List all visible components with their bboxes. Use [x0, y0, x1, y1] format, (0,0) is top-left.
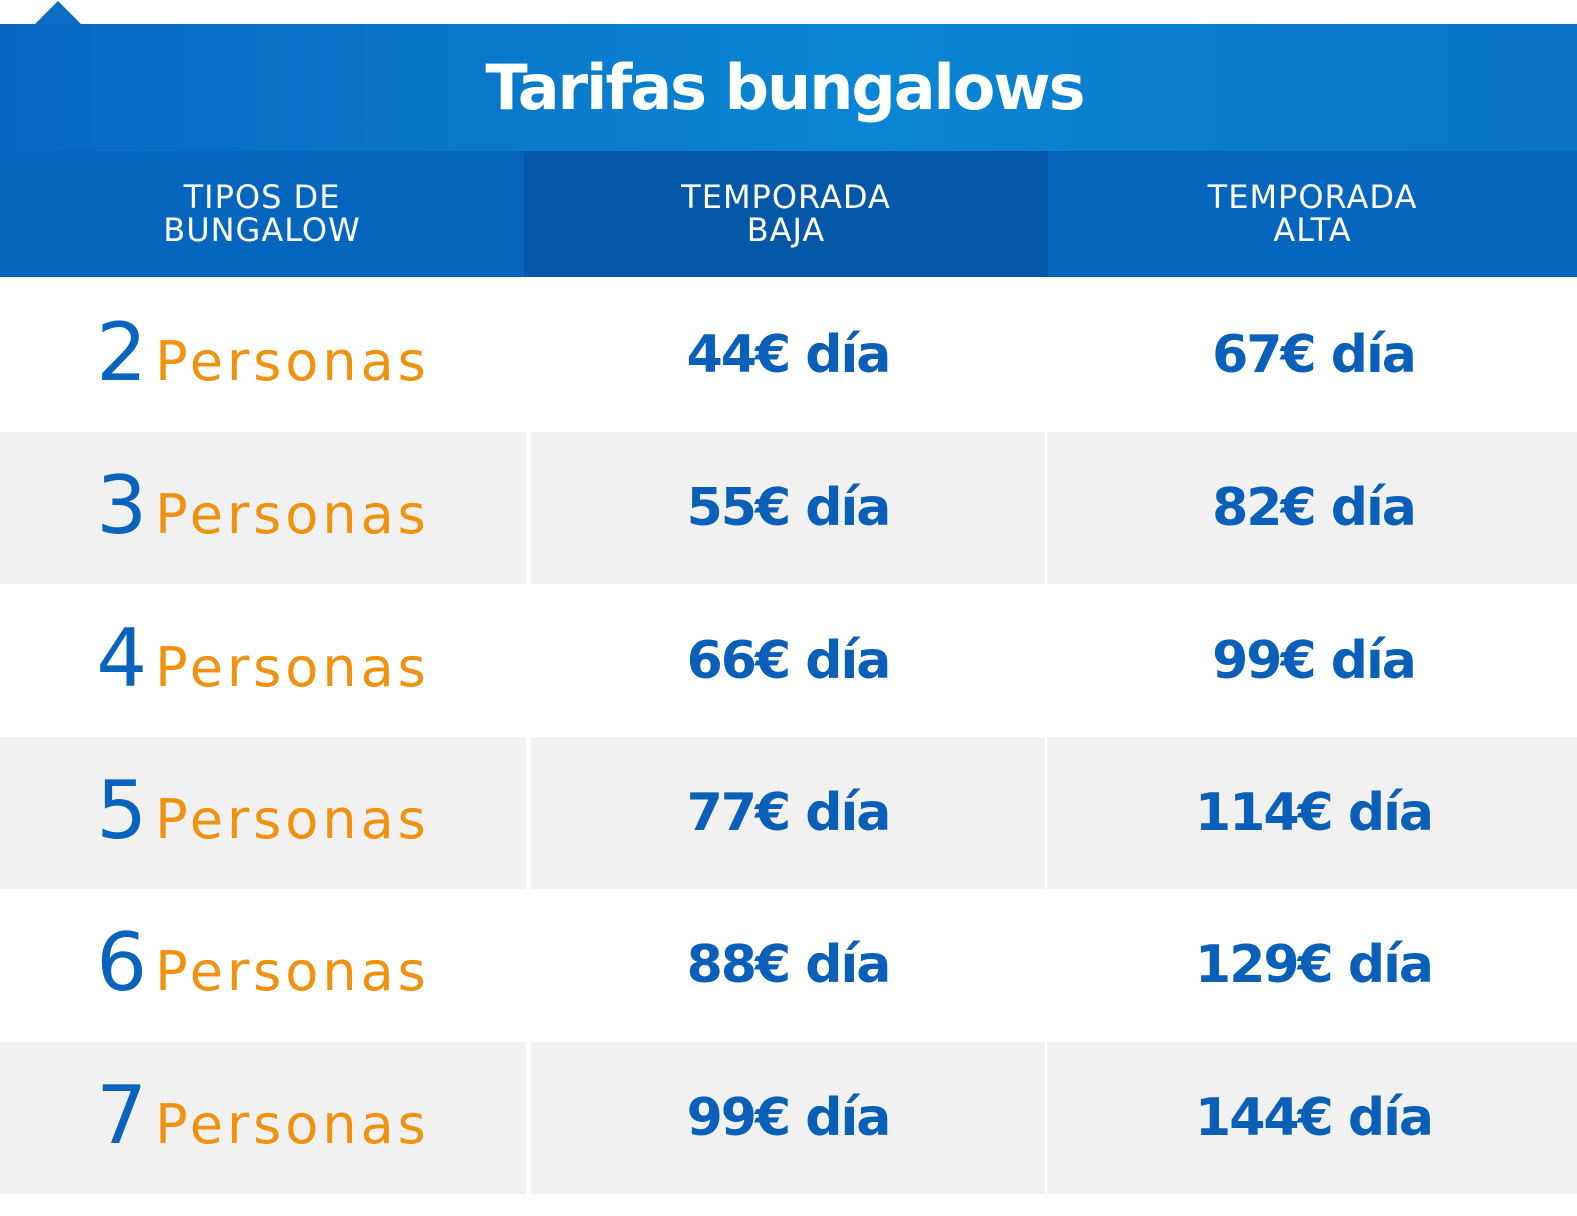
price-high-season: 99€ día: [1212, 631, 1417, 691]
persons-label: Personas: [155, 940, 430, 1003]
row-bg: [531, 585, 1045, 737]
bungalow-type: 2 Personas: [0, 279, 526, 431]
row-bg: [531, 1042, 1045, 1194]
tab-pointer: [34, 1, 82, 25]
persons-count: 2: [96, 306, 148, 399]
row-bg: [1047, 737, 1577, 889]
persons-label: Personas: [155, 788, 430, 851]
row-bg: [531, 432, 1045, 584]
table-row: 4 Personas 66€ día 99€ día: [0, 585, 1577, 737]
row-bg: [0, 1042, 526, 1194]
header-low-season-line1: TEMPORADA: [681, 178, 891, 216]
row-bg: [1047, 279, 1577, 431]
bungalow-type: 5 Personas: [0, 737, 526, 889]
table-header: TIPOS DE BUNGALOW TEMPORADA BAJA TEMPORA…: [0, 151, 1577, 277]
row-bg: [0, 585, 526, 737]
price-low-season: 55€ día: [686, 478, 892, 538]
row-bg: [1047, 889, 1577, 1041]
price-high-season: 114€ día: [1195, 783, 1434, 843]
table-row: 2 Personas 44€ día 67€ día: [0, 279, 1577, 431]
row-bg: [1047, 432, 1577, 584]
persons-label: Personas: [155, 636, 430, 699]
persons-label: Personas: [155, 1093, 430, 1156]
price-high-season: 82€ día: [1212, 478, 1417, 538]
header-low-season-line2: BAJA: [746, 211, 826, 249]
header-bungalow-types: TIPOS DE BUNGALOW: [0, 151, 524, 277]
persons-label: Personas: [155, 483, 430, 546]
row-bg: [531, 279, 1045, 431]
header-bungalow-types-line2: BUNGALOW: [163, 211, 361, 249]
row-bg: [531, 737, 1045, 889]
row-bg: [0, 889, 526, 1041]
header-high-season: TEMPORADA ALTA: [1048, 151, 1577, 277]
header-high-season-line1: TEMPORADA: [1207, 178, 1418, 216]
table-row: 6 Personas 88€ día 129€ día: [0, 889, 1577, 1041]
price-high-season: 144€ día: [1195, 1088, 1434, 1148]
bungalow-type: 6 Personas: [0, 889, 526, 1041]
row-bg: [1047, 1042, 1577, 1194]
row-bg: [0, 279, 526, 431]
price-low-season: 66€ día: [686, 631, 892, 691]
row-bg: [0, 737, 526, 889]
price-low-season: 77€ día: [686, 783, 892, 843]
table-row: 7 Personas 99€ día 144€ día: [0, 1042, 1577, 1194]
row-bg: [0, 432, 526, 584]
row-bg: [1047, 585, 1577, 737]
price-low-season: 99€ día: [686, 1088, 892, 1148]
persons-label: Personas: [155, 330, 430, 393]
price-low-season: 88€ día: [686, 935, 892, 995]
price-high-season: 129€ día: [1195, 935, 1434, 995]
persons-count: 6: [96, 916, 148, 1009]
bungalow-type: 4 Personas: [0, 585, 526, 737]
bungalow-type: 3 Personas: [0, 432, 526, 584]
persons-count: 3: [96, 459, 148, 552]
price-high-season: 67€ día: [1212, 325, 1417, 385]
header-low-season: TEMPORADA BAJA: [524, 151, 1048, 277]
price-low-season: 44€ día: [686, 325, 892, 385]
table-row: 3 Personas 55€ día 82€ día: [0, 432, 1577, 584]
header-bungalow-types-line1: TIPOS DE: [183, 178, 341, 216]
persons-count: 4: [96, 612, 148, 705]
bungalow-type: 7 Personas: [0, 1042, 526, 1194]
table-row: 5 Personas 77€ día 114€ día: [0, 737, 1577, 889]
header-high-season-line2: ALTA: [1273, 211, 1352, 249]
row-bg: [531, 889, 1045, 1041]
persons-count: 5: [96, 764, 148, 857]
page-title: Tarifas bungalows: [485, 51, 1085, 124]
persons-count: 7: [96, 1069, 148, 1162]
title-bar: Tarifas bungalows: [0, 24, 1577, 151]
